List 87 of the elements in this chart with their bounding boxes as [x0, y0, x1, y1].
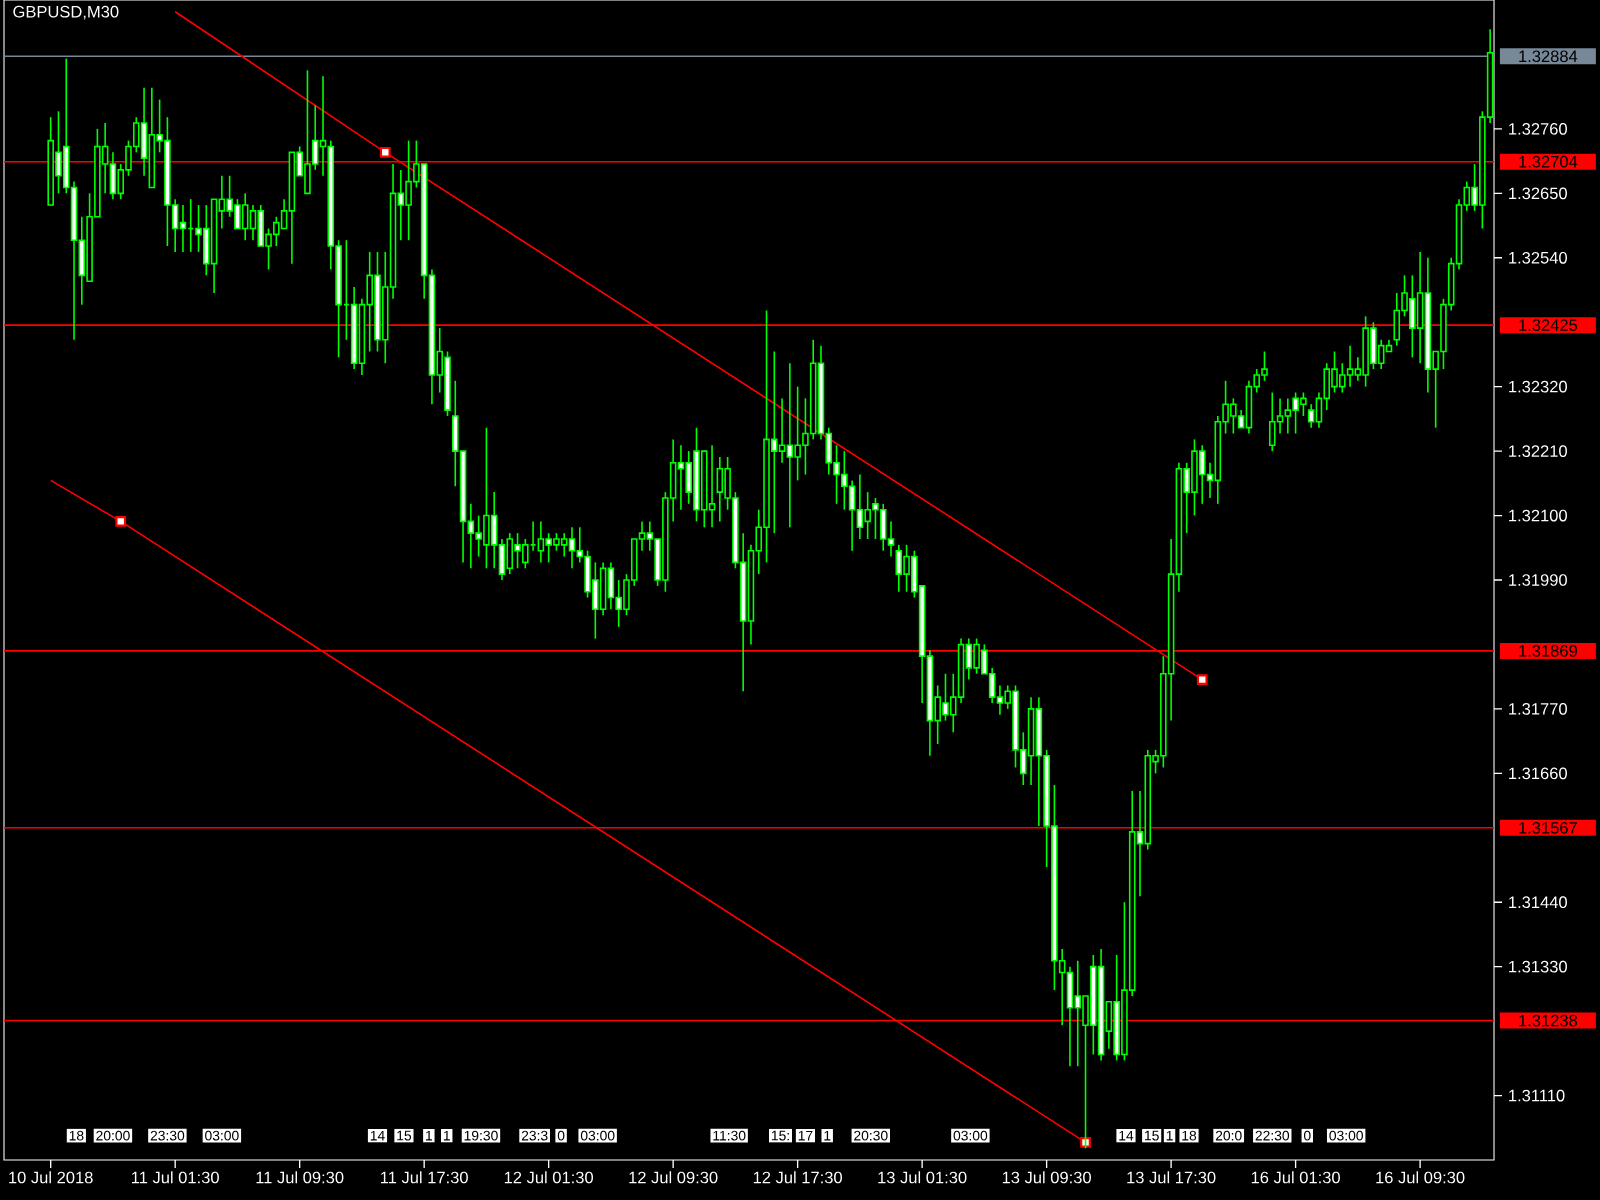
point [1196, 674, 1208, 685]
candlestick [942, 672, 949, 722]
candlestick [592, 561, 599, 640]
candlestick [568, 526, 576, 570]
candlestick [203, 204, 210, 277]
y-tick-label: 1.32760 [1509, 123, 1567, 135]
y-tick-label: 1.32100 [1509, 509, 1567, 522]
ref-line-label: 1.31567 [1519, 821, 1577, 834]
y-tick-label: 1.32210 [1509, 445, 1567, 457]
candlestick [794, 385, 801, 482]
y-tick-label: 1.32320 [1509, 380, 1567, 393]
y-tick-label: 1.31770 [1509, 703, 1567, 715]
candlestick [273, 215, 280, 247]
x-tick-label: 12 Jul 17:30 [753, 1171, 842, 1184]
candlestick [537, 520, 545, 564]
candlestick [234, 198, 241, 230]
y-tick-label: 1.31440 [1509, 896, 1567, 909]
candlestick [241, 192, 249, 241]
x-tick-label: 16 Jul 01:30 [1251, 1171, 1340, 1184]
y-tick-label: 1.32540 [1509, 251, 1567, 264]
candlestick [1198, 444, 1206, 505]
x-tick-label: 12 Jul 01:30 [504, 1171, 594, 1184]
candlestick [1245, 380, 1253, 435]
candlestick [560, 532, 568, 558]
candlestick [1416, 251, 1424, 365]
candlestick [1074, 960, 1082, 1068]
ref-line-label: 1.31238 [1519, 1014, 1578, 1027]
x-tick-label: 11 Jul 01:30 [132, 1171, 219, 1184]
candlestick [514, 532, 521, 570]
x-tick-label: 12 Jul 09:30 [629, 1171, 718, 1184]
candlestick [545, 532, 552, 564]
ref-line-label: 1.31869 [1519, 645, 1577, 657]
candlestick [1331, 350, 1338, 394]
candlestick [1292, 391, 1299, 435]
candlestick [1307, 403, 1315, 429]
candlestick [903, 544, 910, 593]
y-tick-label: 1.31110 [1509, 1089, 1565, 1102]
candlestick [685, 450, 692, 505]
candlestick [607, 561, 615, 611]
candlestick [848, 479, 856, 552]
x-tick-label: 16 Jul 09:30 [1376, 1171, 1465, 1184]
candlestick [405, 139, 412, 241]
chart-title: GBPUSD,M30 [13, 5, 119, 20]
x-tick-label: 10 Jul 2018 [9, 1171, 93, 1184]
ref-line-label: 1.32425 [1519, 319, 1578, 332]
candlestick [786, 362, 794, 529]
x-tick-label: 11 Jul 17:30 [380, 1171, 468, 1184]
candlestick [856, 473, 864, 540]
ref-line-label: 1.32884 [1519, 50, 1578, 63]
candlestick [506, 532, 514, 575]
candlestick [1370, 321, 1377, 370]
y-tick-label: 1.31330 [1509, 960, 1567, 973]
candlestick [257, 204, 265, 247]
candlestick [973, 637, 980, 675]
candlestick [716, 456, 724, 523]
candlestick [771, 350, 778, 534]
candlestick [1230, 397, 1237, 435]
y-tick-label: 1.31660 [1509, 767, 1567, 780]
y-tick-label: 1.32650 [1509, 187, 1567, 200]
candlestick [708, 444, 716, 529]
x-tick-label: 13 Jul 17:30 [1127, 1171, 1216, 1184]
ref-line-label: 1.32704 [1519, 155, 1578, 168]
x-tick-label: 11 Jul 09:30 [256, 1171, 344, 1184]
candlestick [1362, 315, 1369, 388]
point [115, 516, 127, 527]
candlestick [1066, 965, 1074, 1068]
candlestick [1268, 391, 1276, 452]
candlestick [1393, 292, 1401, 347]
y-tick-label: 1.31990 [1509, 574, 1567, 586]
candlestick [109, 151, 117, 200]
candlestick [1284, 397, 1292, 435]
candlestick [1027, 696, 1035, 786]
candlestick [1191, 438, 1198, 517]
x-tick-label: 13 Jul 09:30 [1002, 1171, 1091, 1184]
candlestick [304, 69, 311, 195]
point [379, 146, 391, 158]
candlestick [1346, 344, 1354, 388]
candlestick [599, 561, 607, 616]
candlestick [1035, 696, 1043, 827]
candlestick [1409, 274, 1416, 359]
candlestick [249, 204, 257, 241]
candlestick [778, 397, 786, 464]
candlestick [483, 426, 490, 570]
candlestick [879, 503, 887, 552]
x-tick-label: 13 Jul 01:30 [878, 1171, 967, 1184]
candlestick [864, 491, 871, 540]
candlestick [490, 491, 498, 570]
